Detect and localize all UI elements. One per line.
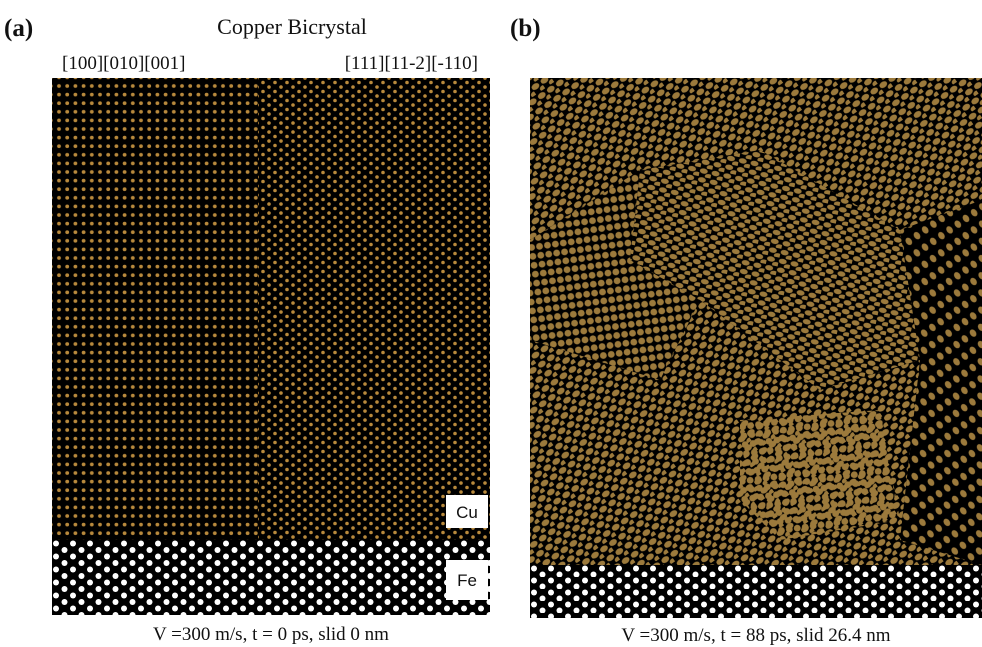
orientation-label: [111][11-2][-110] [345, 53, 478, 74]
material-label: Cu [456, 503, 478, 522]
orientation-label: [100][010][001] [62, 53, 185, 74]
simulation-image [530, 78, 982, 618]
caption: V =300 m/s, t = 0 ps, slid 0 nm [153, 624, 389, 645]
panel-label: (a) [4, 15, 33, 42]
material-label: Fe [457, 571, 477, 590]
panel-label: (b) [510, 15, 541, 42]
panel-title: Copper Bicrystal [217, 14, 367, 39]
caption: V =300 m/s, t = 88 ps, slid 26.4 nm [621, 625, 890, 646]
simulation-image [52, 78, 490, 615]
label-box [446, 495, 488, 528]
label-box [446, 560, 488, 600]
